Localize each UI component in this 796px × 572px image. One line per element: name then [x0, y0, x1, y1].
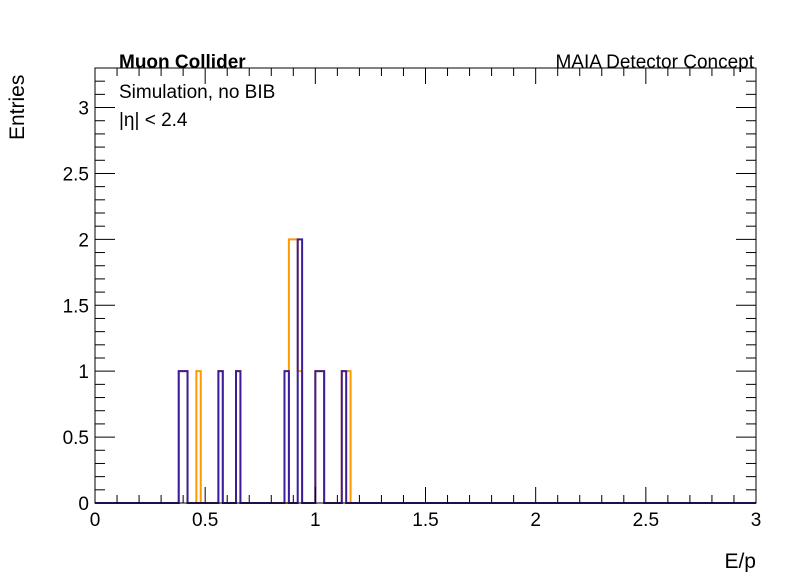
- histogram-series-2: [95, 238, 756, 504]
- simulation-label: Simulation, no BIB: [119, 82, 275, 103]
- tick-labels: 0 0.5 1 1.5 2 2.5 3 0 0.5 1 1.5 2 2.5 3: [63, 99, 762, 531]
- x-tick-label: 1.5: [412, 510, 438, 531]
- x-tick-label: 2: [530, 510, 541, 531]
- histogram-series-1: [95, 238, 756, 504]
- x-tick-label: 2.5: [633, 510, 659, 531]
- x-axis-title: E/p: [724, 550, 756, 572]
- x-tick-label: 0: [90, 510, 101, 531]
- x-tick-label: 1: [310, 510, 321, 531]
- y-tick-label: 2.5: [63, 164, 89, 185]
- y-axis-title: Entries: [6, 75, 29, 140]
- y-tick-label: 0: [78, 494, 89, 515]
- y-tick-label: 0.5: [63, 428, 89, 449]
- y-tick-label: 1: [78, 362, 89, 383]
- concept-label: MAIA Detector Concept: [555, 52, 754, 73]
- experiment-label: Muon Collider: [119, 52, 246, 73]
- ticks-layer: [94, 67, 757, 504]
- x-tick-label: 0.5: [192, 510, 218, 531]
- y-tick-label: 2: [78, 230, 89, 251]
- y-tick-label: 3: [78, 99, 89, 120]
- plot-frame: [94, 67, 757, 504]
- series-layer: [95, 238, 756, 504]
- x-tick-label: 3: [751, 510, 762, 531]
- eta-cut-label: |η| < 2.4: [119, 110, 188, 131]
- y-tick-label: 1.5: [63, 296, 89, 317]
